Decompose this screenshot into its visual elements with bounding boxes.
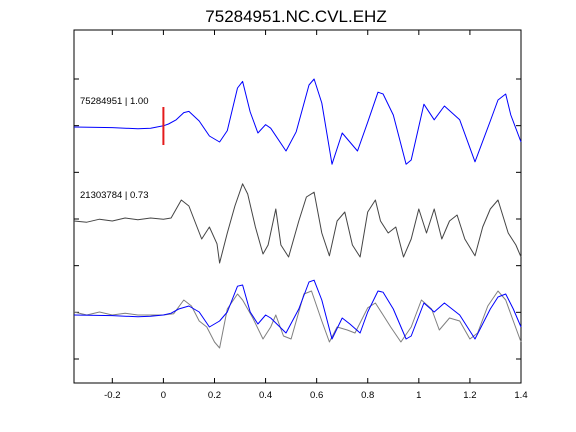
trace-label: 75284951 | 1.00 — [80, 96, 149, 107]
axes: -0.2 0 0.2 0.4 0.6 0.8 1 1.2 1.4 — [73, 29, 528, 401]
trace-line — [73, 78, 522, 165]
chart-title: 75284951.NC.CVL.EHZ — [205, 7, 386, 26]
x-tick-label: 0 — [161, 390, 166, 401]
trace-line — [73, 290, 522, 349]
trace-label: 21303784 | 0.73 — [80, 190, 149, 201]
trace-lines — [73, 78, 522, 349]
trace-line — [73, 279, 522, 340]
x-tick-label: 1.2 — [463, 390, 476, 401]
trace-line — [73, 183, 522, 264]
trace-labels: 75284951 | 1.00 21303784 | 0.73 — [80, 96, 149, 201]
x-tick-label: 0.2 — [208, 390, 221, 401]
x-tick-label: 1.4 — [514, 390, 527, 401]
x-tick-label: 0.8 — [361, 390, 374, 401]
x-tick-label: 1 — [416, 390, 421, 401]
x-tick-label: -0.2 — [104, 390, 120, 401]
x-tick-label: 0.6 — [310, 390, 323, 401]
x-tick-label: 0.4 — [259, 390, 272, 401]
plot-frame — [73, 29, 522, 384]
